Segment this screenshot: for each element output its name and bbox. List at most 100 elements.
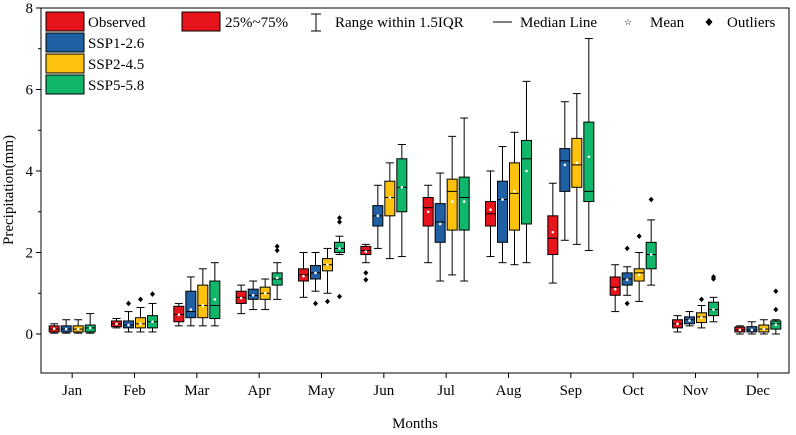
box-observed-aug	[485, 170, 496, 258]
mean-marker	[189, 308, 193, 311]
box-ssp1-2-6-jan	[60, 319, 72, 334]
box-ssp2-4-5-jun	[384, 162, 396, 260]
legend-mean-marker-icon: ☆	[624, 17, 632, 27]
box-ssp2-4-5-mar	[197, 268, 209, 327]
y-tick-label-2: 2	[26, 246, 34, 262]
box-ssp1-2-6-apr	[247, 280, 259, 311]
mean-marker	[338, 247, 341, 250]
legend: Observed SSP1-2.6 SSP2-4.5 SSP5-5.8 25%~…	[45, 11, 775, 95]
box-iqr	[497, 180, 508, 243]
mean-marker	[177, 313, 181, 317]
y-axis-label: Precipitation(mm)	[1, 135, 17, 245]
mean-marker	[115, 322, 118, 326]
box-observed-jun	[360, 243, 372, 283]
box-ssp2-4-5-jul	[446, 135, 458, 276]
mean-marker	[489, 208, 492, 212]
mean-marker	[700, 316, 703, 320]
outlier-marker	[337, 293, 342, 300]
mean-marker	[64, 327, 68, 331]
mean-marker	[275, 276, 279, 280]
box-ssp1-2-6-sep	[559, 101, 571, 241]
box-ssp2-4-5-sep	[571, 93, 583, 245]
axes-layer: 0 2 4 6 8 Jan Feb Mar Apr May Jun Jul Aug Sep Oct Nov De…	[26, 1, 771, 399]
outlier-marker	[274, 247, 280, 254]
box-ssp1-2-6-feb	[123, 300, 134, 333]
legend-series-observed: Observed	[45, 11, 146, 32]
mean-marker	[88, 326, 92, 330]
outlier-marker	[711, 276, 716, 282]
mean-marker	[426, 210, 430, 214]
legend-box-swatch	[181, 11, 221, 32]
box-ssp2-4-5-may	[322, 247, 333, 305]
mean-marker	[239, 296, 243, 300]
legend-range-label: Range within 1.5IQR	[335, 15, 464, 31]
box-ssp5-5-8-dec	[770, 288, 782, 335]
box-iqr	[446, 178, 458, 231]
box-ssp1-2-6-jul	[434, 172, 446, 282]
x-tick-label-feb: Feb	[123, 383, 146, 399]
mean-marker	[201, 304, 205, 307]
legend-median-entry: Median Line	[493, 15, 597, 31]
outlier-marker	[313, 300, 318, 307]
legend-series-ssp5-5-8: SSP5-5.8	[45, 74, 144, 95]
box-ssp5-5-8-jan	[84, 313, 96, 334]
box-ssp5-5-8-may	[334, 215, 345, 300]
legend-label-ssp1-2-6: SSP1-2.6	[88, 36, 145, 52]
box-ssp5-5-8-jul	[458, 117, 470, 282]
legend-swatch-ssp2-4-5	[45, 53, 85, 74]
mean-marker	[712, 308, 715, 311]
mean-marker	[688, 319, 691, 322]
outlier-marker	[150, 291, 155, 297]
legend-box-entry: 25%~75%	[181, 11, 288, 32]
outlier-marker	[648, 196, 654, 203]
legend-range-entry: Range within 1.5IQR	[311, 13, 464, 32]
box-ssp5-5-8-feb	[147, 291, 158, 333]
mean-marker	[127, 323, 130, 327]
x-tick-label-sep: Sep	[560, 383, 583, 399]
box-observed-mar	[173, 302, 185, 327]
legend-box-label: 25%~75%	[225, 15, 288, 31]
box-iqr	[547, 215, 559, 256]
mean-marker	[151, 320, 154, 324]
box-ssp2-4-5-apr	[259, 278, 271, 311]
outlier-marker	[363, 277, 369, 283]
box-observed-dec	[734, 325, 746, 335]
mean-marker	[551, 230, 555, 234]
box-ssp1-2-6-oct	[621, 245, 633, 307]
mean-marker	[501, 198, 504, 201]
outlier-marker	[624, 245, 630, 252]
mean-marker	[676, 322, 679, 326]
plot-frame	[40, 7, 790, 374]
box-ssp2-4-5-aug	[509, 131, 520, 266]
mean-marker	[400, 186, 404, 189]
legend-label-observed: Observed	[88, 15, 146, 31]
box-iqr	[583, 121, 595, 203]
box-observed-jan	[48, 323, 60, 334]
x-tick-label-apr: Apr	[248, 383, 271, 399]
legend-mean-label: Mean	[650, 15, 685, 31]
box-ssp1-2-6-dec	[746, 321, 758, 335]
x-tick-label-jan: Jan	[62, 383, 82, 399]
box-ssp2-4-5-nov	[696, 296, 707, 329]
box-observed-sep	[547, 182, 559, 284]
legend-swatch-observed	[45, 11, 85, 32]
legend-series-ssp2-4-5: SSP2-4.5	[45, 53, 144, 74]
mean-marker	[251, 293, 255, 297]
box-ssp2-4-5-jan	[72, 319, 84, 334]
outlier-marker	[274, 243, 280, 250]
box-iqr	[559, 148, 571, 192]
mean-marker	[613, 287, 617, 291]
legend-median-label: Median Line	[520, 15, 597, 31]
legend-mean-entry: ☆ Mean	[624, 15, 685, 31]
y-tick-label-8: 8	[26, 1, 34, 17]
box-ssp5-5-8-nov	[708, 274, 719, 323]
box-observed-feb	[111, 318, 122, 329]
box-ssp2-4-5-dec	[758, 319, 770, 335]
box-ssp1-2-6-aug	[497, 146, 508, 264]
x-tick-label-dec: Dec	[746, 383, 770, 399]
box-ssp2-4-5-feb	[135, 296, 146, 333]
mean-marker	[587, 155, 591, 159]
box-ssp1-2-6-may	[310, 252, 321, 307]
